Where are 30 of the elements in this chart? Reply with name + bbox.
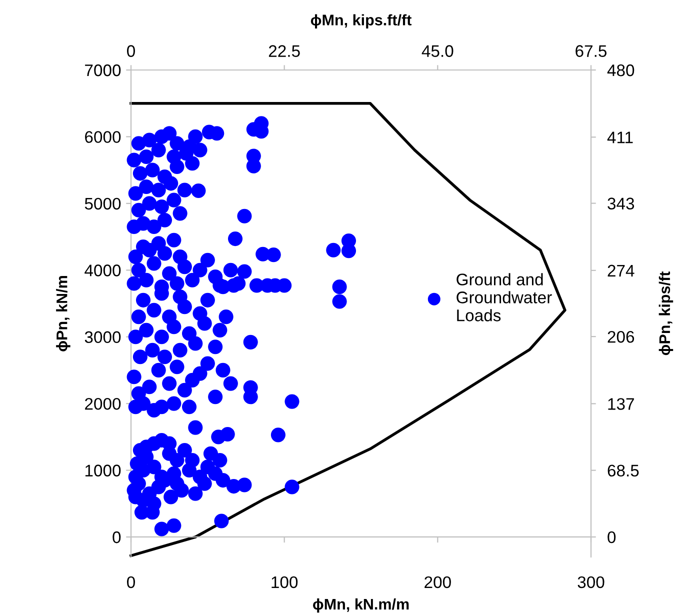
- y2-tick-label: 68.5: [608, 464, 639, 477]
- y-tick-label: 2000: [85, 398, 121, 410]
- y-tick-label: 4000: [84, 264, 121, 276]
- y-tick-label: 6000: [85, 131, 121, 143]
- x-tick-label: 100: [272, 576, 298, 588]
- y-tick-label: 1000: [85, 464, 121, 476]
- y-tick-label: 3000: [84, 331, 121, 344]
- x-tick-label: 0: [127, 576, 135, 588]
- y-tick-label: 0: [112, 531, 121, 544]
- line-series: [130, 102, 566, 558]
- y-tick-label: 7000: [85, 64, 121, 76]
- y2-tick-label: 206: [608, 330, 634, 343]
- y2-tick-label: 343: [608, 198, 634, 210]
- x2-tick-label: 67.5: [576, 45, 607, 57]
- x2-axis-title: ϕMn, kips.ft/ft: [310, 14, 412, 28]
- x2-tick-label: 0: [127, 45, 135, 57]
- x2-tick-label: 22.5: [268, 45, 300, 57]
- x-tick-label: 200: [424, 576, 451, 588]
- y2-axis-title: ϕPn, kips/ft: [658, 271, 674, 356]
- y-axis-title: ϕPn, kN/m: [56, 276, 70, 352]
- y2-tick-label: 274: [608, 264, 634, 276]
- y2-tick-label: 411: [607, 132, 633, 144]
- y2-tick-label: 480: [607, 64, 634, 76]
- y2-tick-label: 137: [608, 398, 634, 410]
- x-tick-label: 300: [578, 576, 604, 588]
- y-tick-label: 5000: [84, 198, 121, 210]
- x2-tick-label: 45.0: [422, 45, 454, 57]
- x-axis-title: ϕMn, kN.m/m: [313, 598, 409, 613]
- y2-tick-label: 0: [608, 531, 616, 544]
- legend-label: Ground and Groundwater Loads: [456, 273, 552, 322]
